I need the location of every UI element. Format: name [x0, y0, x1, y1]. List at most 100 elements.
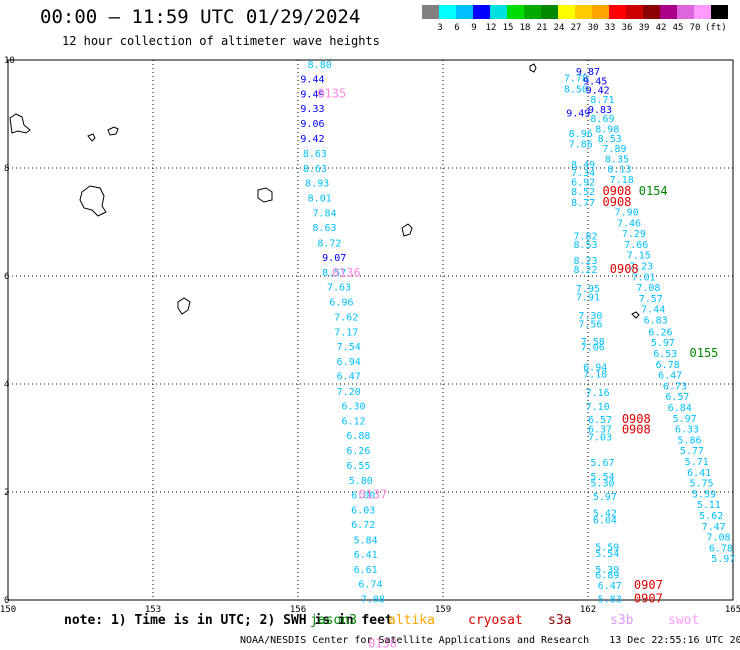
wave-height-value: 7.18 [583, 370, 607, 381]
pass-label: 0908 [603, 195, 632, 209]
wave-height-value: 9.83 [588, 105, 612, 116]
island-outline [177, 297, 191, 315]
wave-height-value: 7.90 [615, 208, 639, 219]
satellite-legend-item: jason3 [310, 613, 357, 628]
wave-height-value: 6.03 [351, 506, 375, 517]
colorbar-tick: 6 [454, 23, 460, 33]
colorbar-swatch [711, 5, 728, 19]
wave-height-value: 6.84 [668, 403, 692, 414]
wave-height-value: 9.07 [322, 253, 346, 264]
colorbar-tick: 27 [570, 23, 582, 33]
colorbar-swatch [575, 5, 592, 19]
wave-height-value: 6.47 [337, 372, 361, 383]
wave-height-value: 6.73 [663, 381, 687, 392]
wave-height-value: 8.93 [305, 178, 329, 189]
wave-height-value: 6.37 [588, 425, 612, 436]
colorbar-swatch [439, 5, 456, 19]
wave-height-value: 7.08 [706, 533, 730, 544]
island-outline [529, 63, 537, 73]
lat-tick-label: 4 [4, 380, 9, 390]
pass-label: 0137 [358, 487, 387, 501]
colorbar-swatch [456, 5, 473, 19]
wave-height-value: 6.57 [588, 415, 612, 426]
satellite-legend-item: cryosat [468, 613, 523, 628]
wave-height-value: 7.08 [361, 595, 385, 606]
colorbar-unit: (ft) [705, 23, 727, 33]
colorbar-tick: 24 [553, 23, 565, 33]
wave-height-value: 9.44 [300, 75, 324, 86]
colorbar-swatch [609, 5, 626, 19]
wave-height-value: 8.53 [574, 240, 598, 251]
island-outline [9, 113, 31, 134]
wave-height-value: 7.15 [627, 251, 651, 262]
wave-height-value: 9.45 [583, 76, 607, 87]
lat-tick-label: 8 [4, 164, 9, 174]
lon-tick-label: 162 [580, 605, 596, 615]
colorbar-swatch [422, 5, 439, 19]
lon-tick-label: 153 [145, 605, 161, 615]
pass-label: 0908 [603, 184, 632, 198]
wave-height-value: 7.62 [334, 312, 358, 323]
wave-height-value: 7.91 [576, 292, 600, 303]
wave-height-value: 5.97 [593, 492, 617, 503]
wave-height-value: 6.26 [346, 446, 370, 457]
colorbar-tick: 36 [621, 23, 633, 33]
wave-height-value: 6.89 [595, 570, 619, 581]
wave-height-value: 6.92 [571, 177, 595, 188]
wave-height-value: 7.84 [313, 209, 337, 220]
wave-height-value: 7.20 [337, 387, 361, 398]
wave-height-value: 7.18 [610, 175, 634, 186]
wave-height-value: 8.57 [322, 268, 346, 279]
colorbar-tick: 39 [638, 23, 650, 33]
wave-height-value: 6.88 [346, 431, 370, 442]
wave-height-value: 5.97 [673, 414, 697, 425]
wave-height-value: 8.01 [308, 193, 332, 204]
wave-height-value: 5.54 [595, 549, 619, 560]
wave-height-value: 9.49 [300, 89, 324, 100]
pass-label: 0138 [368, 637, 397, 650]
wave-height-value: 8.98 [595, 124, 619, 135]
pass-label: 0135 [317, 86, 346, 100]
colorbar-swatch [541, 5, 558, 19]
wave-height-value: 5.86 [677, 435, 701, 446]
lat-tick-label: 0 [4, 596, 9, 606]
lat-tick-label: 2 [4, 488, 9, 498]
wave-height-value: 8.71 [590, 95, 614, 106]
wave-height-value: 7.08 [636, 283, 660, 294]
wave-height-value: 7.66 [624, 240, 648, 251]
colorbar-swatch [558, 5, 575, 19]
wave-height-value: 7.06 [581, 343, 605, 354]
island-outline [257, 187, 273, 203]
wave-height-value: 8.50 [564, 84, 588, 95]
wave-height-value: 8.69 [590, 114, 614, 125]
island-outline [79, 185, 107, 217]
wave-height-value: 6.12 [342, 417, 366, 428]
pass-label: 0155 [690, 346, 719, 360]
wave-height-value: 6.53 [653, 349, 677, 360]
lon-tick-label: 165 [725, 605, 740, 615]
wave-height-value: 7.29 [622, 229, 646, 240]
lon-tick-label: 156 [290, 605, 306, 615]
wave-height-value: 6.00 [351, 490, 375, 501]
wave-height-value: 9.49 [566, 109, 590, 120]
wave-height-value: 6.94 [583, 363, 607, 374]
pass-label: 0908 [622, 412, 651, 426]
wave-height-value: 8.53 [598, 134, 622, 145]
colorbar-swatch [592, 5, 609, 19]
wave-height-value: 5.83 [598, 595, 622, 606]
wave-height-value: 7.63 [327, 283, 351, 294]
wave-height-value: 6.04 [593, 515, 617, 526]
wave-height-value: 8.77 [571, 198, 595, 209]
wave-height-value: 6.78 [709, 543, 733, 554]
generated-timestamp: 13 Dec 22:55:16 UTC 2024 [609, 635, 740, 646]
wave-height-value: 8.63 [313, 223, 337, 234]
wave-height-value: 5.39 [595, 565, 619, 576]
lon-tick-label: 159 [435, 605, 451, 615]
colorbar-tick: 12 [485, 23, 497, 33]
wave-height-value: 7.86 [569, 139, 593, 150]
credit-text: NOAA/NESDIS Center for Satellite Applica… [240, 635, 590, 646]
wave-height-value: 5.67 [590, 458, 614, 469]
island-outline [631, 311, 640, 319]
island-outline [401, 223, 413, 237]
